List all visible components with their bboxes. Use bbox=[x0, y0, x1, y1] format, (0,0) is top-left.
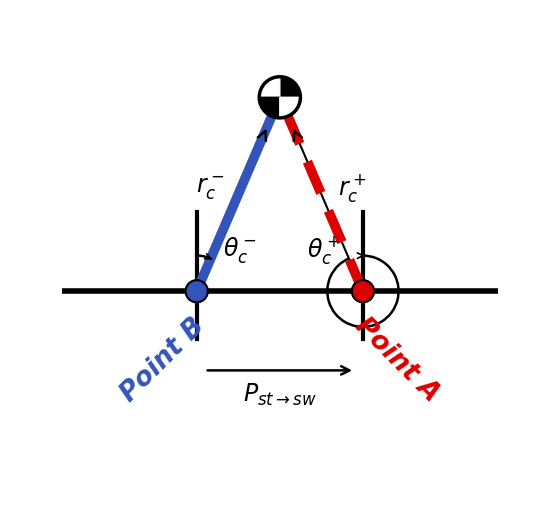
Circle shape bbox=[352, 280, 374, 302]
Text: $P_{st \rightarrow sw}$: $P_{st \rightarrow sw}$ bbox=[243, 382, 317, 409]
Text: Point A: Point A bbox=[349, 313, 444, 407]
Text: $\boldsymbol{r_c^-}$: $\boldsymbol{r_c^-}$ bbox=[195, 175, 224, 202]
Text: $\boldsymbol{\theta_c^+}$: $\boldsymbol{\theta_c^+}$ bbox=[306, 234, 340, 266]
Wedge shape bbox=[259, 97, 280, 118]
Text: Point B: Point B bbox=[116, 313, 210, 407]
Text: $\boldsymbol{\theta_c^-}$: $\boldsymbol{\theta_c^-}$ bbox=[223, 235, 257, 265]
Wedge shape bbox=[280, 97, 300, 118]
Circle shape bbox=[259, 77, 300, 118]
Text: $\boldsymbol{r_c^+}$: $\boldsymbol{r_c^+}$ bbox=[338, 172, 366, 205]
Wedge shape bbox=[259, 77, 280, 97]
Circle shape bbox=[186, 280, 208, 302]
Wedge shape bbox=[280, 77, 300, 97]
